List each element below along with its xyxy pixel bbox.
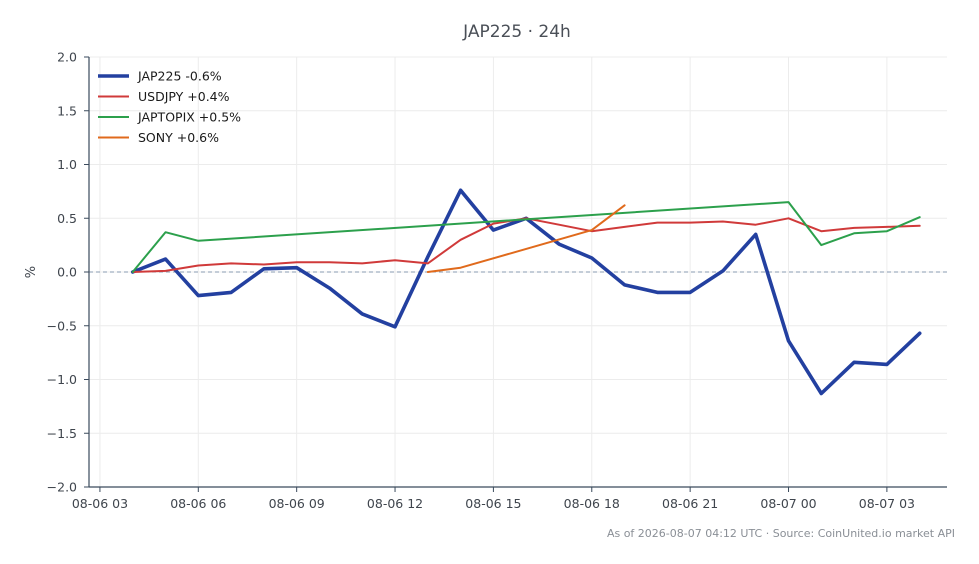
legend-label: USDJPY +0.4% [138,89,230,104]
y-tick-label: −0.5 [47,318,77,333]
legend-label: SONY +0.6% [138,130,219,145]
x-tick-label: 08-06 06 [170,496,226,511]
series-group [130,188,922,396]
x-tick-label: 08-06 18 [564,496,620,511]
legend-label: JAPTOPIX +0.5% [137,110,241,125]
legend-label: JAP225 -0.6% [137,69,222,84]
x-tick-label: 08-06 21 [662,496,718,511]
y-axis-label: % [24,266,39,278]
x-tick-label: 08-06 03 [72,496,128,511]
y-tick-label: 0.5 [57,211,77,226]
y-tick-label: −2.0 [47,480,77,495]
y-axis-ticks: −2.0 −1.5 −1.0 −0.5 0.0 0.5 1.0 1.5 2.0 [47,50,89,495]
series-line-2 [131,217,921,273]
source-footer: As of 2026-08-07 04:12 UTC · Source: Coi… [607,527,955,540]
y-tick-label: −1.5 [47,426,77,441]
legend: JAP225 -0.6% USDJPY +0.4% JAPTOPIX +0.5% SO… [98,69,241,145]
y-tick-label: 1.5 [57,103,77,118]
x-axis-ticks: 08-06 03 08-06 06 08-06 09 08-06 12 08-06 15… [72,487,915,511]
series-line-4 [426,204,626,273]
y-tick-label: −1.0 [47,372,77,387]
x-tick-label: 08-06 15 [465,496,521,511]
x-tick-label: 08-06 12 [367,496,423,511]
series-line-3 [131,201,921,273]
y-tick-label: 0.0 [57,265,77,280]
y-tick-label: 1.0 [57,157,77,172]
y-tick-label: 2.0 [57,50,77,65]
x-tick-label: 08-06 09 [269,496,325,511]
x-tick-label: 08-07 00 [760,496,816,511]
chart-title: JAP225 · 24h [462,22,571,42]
x-tick-label: 08-07 03 [859,496,915,511]
